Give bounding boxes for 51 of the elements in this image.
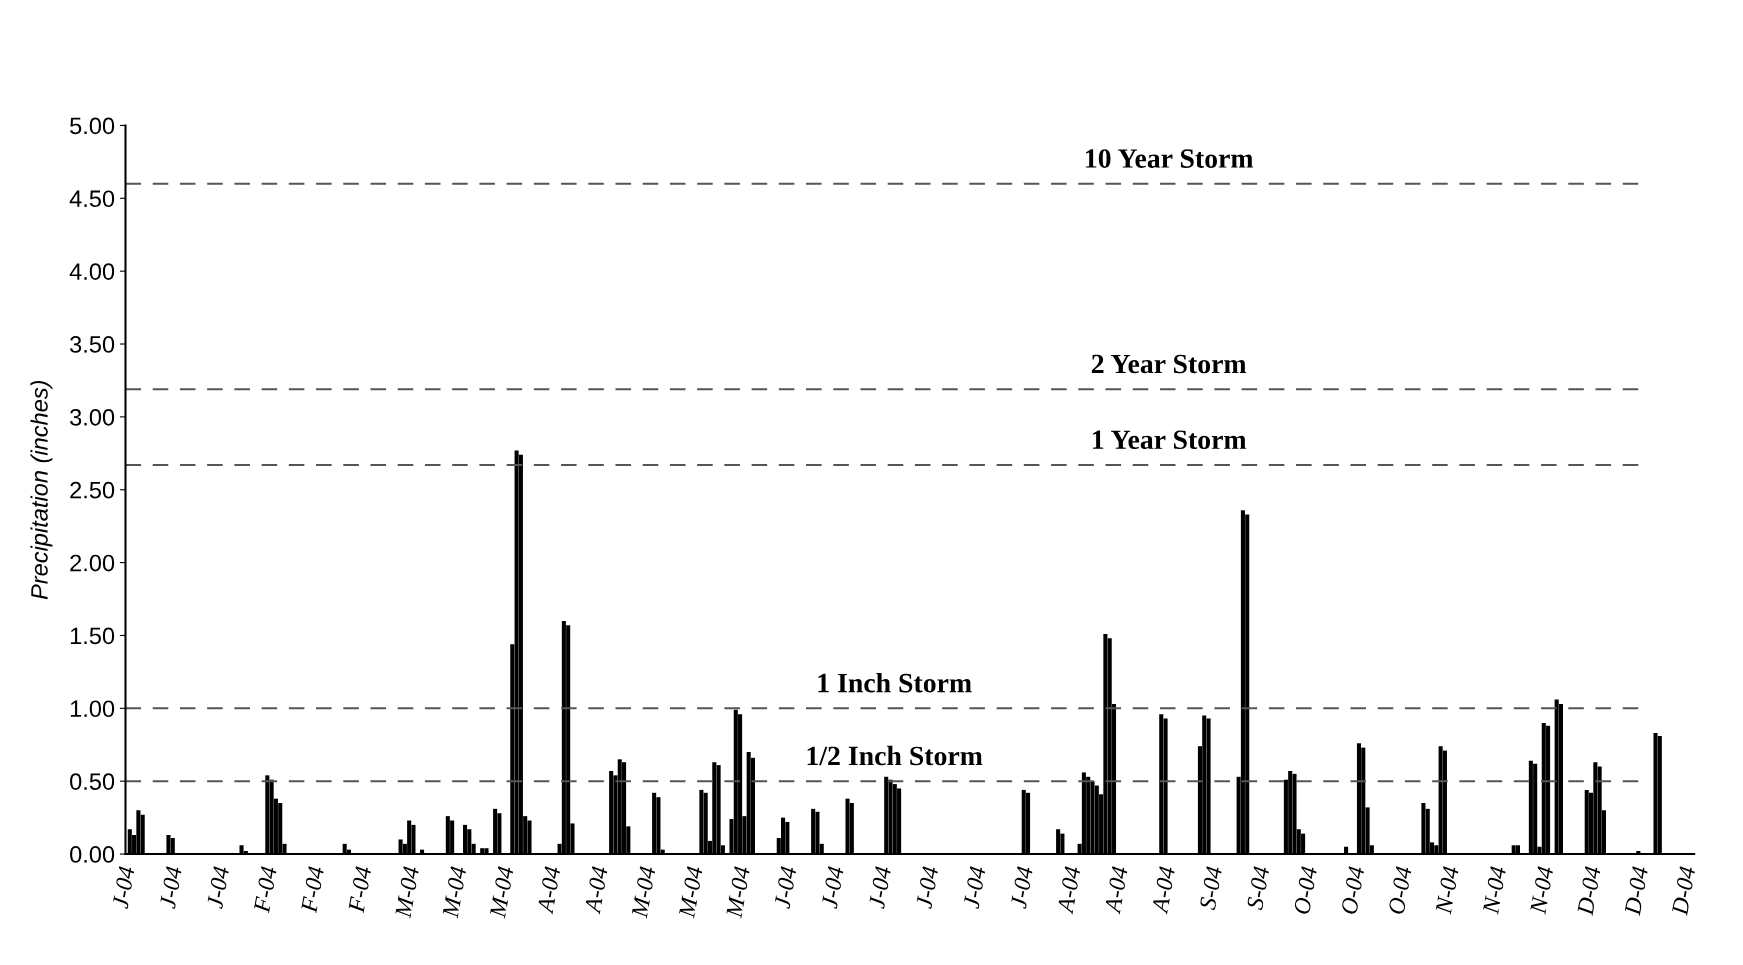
x-tick-label: J-04	[112, 865, 135, 909]
y-tick-label: 4.50	[69, 190, 115, 208]
ref-line-label: 1 Inch Storm	[818, 672, 972, 693]
y-tick-label: 1.50	[70, 627, 115, 645]
x-tick-label: J-04	[773, 865, 797, 909]
y-axis-title: Precipitation (inches)	[30, 380, 53, 600]
y-tick-label: 3.50	[70, 336, 115, 353]
x-tick-label: N-04	[1529, 865, 1554, 915]
y-tick-label: 0.50	[70, 773, 115, 790]
y-tick-label: 5.00	[70, 117, 115, 135]
x-tick-label: A-04	[1056, 865, 1081, 915]
x-tick-label: M-04	[678, 865, 703, 919]
x-tick-label: M-04	[442, 865, 467, 919]
x-tick-label: J-04	[915, 865, 939, 909]
y-tick-label: 2.50	[70, 481, 115, 499]
x-tick-label: J-04	[159, 865, 183, 909]
x-tick-label: O-04	[1293, 865, 1318, 915]
ref-line-label: 1/2 Inch Storm	[807, 745, 983, 766]
x-tick-label: N-04	[1482, 865, 1507, 915]
x-tick-label: J-04	[868, 865, 892, 909]
x-tick-label: M-04	[489, 865, 514, 919]
y-tick-label: 0.00	[70, 846, 115, 863]
x-tick-label: S-04	[1246, 865, 1270, 911]
x-tick-label: J-04	[963, 865, 986, 909]
y-tick-label: 4.00	[69, 263, 115, 280]
y-tick-label: 3.00	[70, 408, 115, 426]
x-tick-label: A-04	[1151, 865, 1176, 915]
x-tick-label: J-04	[206, 865, 230, 909]
x-tick-label: F-04	[348, 865, 372, 914]
x-tick-label: M-04	[631, 865, 656, 919]
x-tick-label: S-04	[1199, 865, 1223, 911]
x-tick-label: D-04	[1576, 865, 1601, 917]
x-tick-label: F-04	[300, 865, 325, 914]
x-tick-label: N-04	[1435, 865, 1460, 915]
x-tick-label: F-04	[253, 865, 278, 914]
x-tick-label: A-04	[1104, 865, 1128, 915]
x-tick-label: D-04	[1671, 865, 1696, 917]
y-tick-label: 1.00	[70, 700, 115, 718]
x-tick-label: M-04	[394, 865, 420, 919]
ref-line-label: 10 Year Storm	[1086, 149, 1254, 168]
ref-line-label: 1 Year Storm	[1093, 430, 1247, 450]
x-tick-label: M-04	[725, 865, 751, 919]
x-tick-label: O-04	[1388, 865, 1412, 915]
x-tick-label: J-04	[1010, 865, 1034, 909]
ref-line-label: 2 Year Storm	[1091, 354, 1247, 374]
x-tick-label: O-04	[1340, 865, 1365, 915]
x-tick-label: D-04	[1624, 865, 1649, 917]
x-tick-label: J-04	[821, 865, 845, 909]
x-tick-label: A-04	[584, 865, 608, 915]
y-tick-label: 2.00	[70, 554, 115, 572]
x-tick-label: A-04	[536, 865, 561, 915]
